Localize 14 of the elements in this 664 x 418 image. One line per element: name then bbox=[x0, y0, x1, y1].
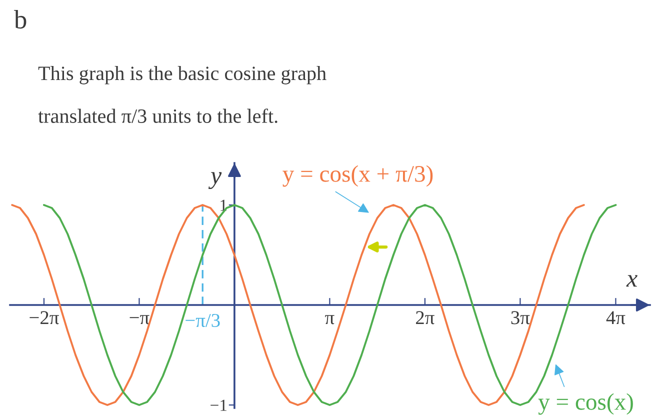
ref-line-label: −π/3 bbox=[186, 314, 220, 328]
x-tick-label: −π bbox=[130, 315, 150, 324]
series-label: y = cos(x + π/3) bbox=[282, 165, 433, 187]
x-tick-label: π bbox=[325, 315, 334, 324]
x-tick-label: 3π bbox=[511, 311, 530, 324]
text: This graph is the basic cosine graph translated π/3 units to the left. bbox=[38, 66, 326, 124]
chart-title: b bbox=[14, 10, 26, 29]
x-tick-label: −2π bbox=[30, 311, 59, 324]
y-axis-title: y bbox=[208, 172, 222, 190]
x-tick-label: 4π bbox=[606, 311, 626, 324]
x-axis-title: x bbox=[626, 275, 638, 287]
x-tick-label: 2π bbox=[416, 311, 434, 324]
series-label: y = cos(x) bbox=[538, 393, 633, 415]
y-tick-label: −1 bbox=[210, 400, 227, 411]
